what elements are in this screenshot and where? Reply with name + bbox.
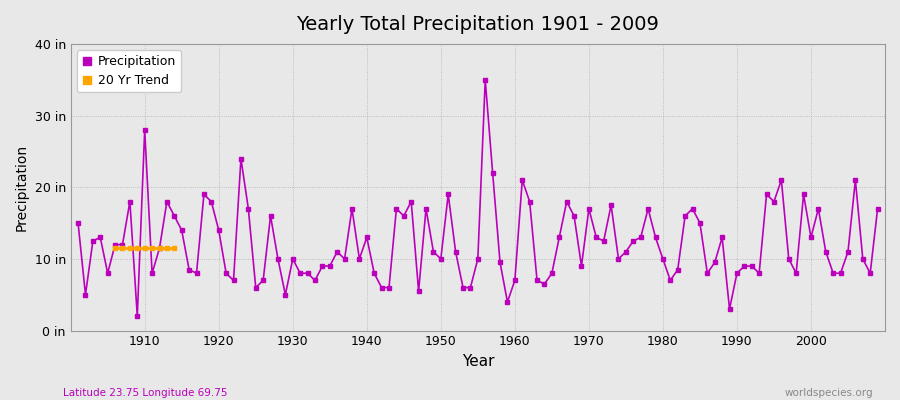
Text: worldspecies.org: worldspecies.org bbox=[785, 388, 873, 398]
Y-axis label: Precipitation: Precipitation bbox=[15, 144, 29, 231]
Title: Yearly Total Precipitation 1901 - 2009: Yearly Total Precipitation 1901 - 2009 bbox=[296, 15, 660, 34]
Text: Latitude 23.75 Longitude 69.75: Latitude 23.75 Longitude 69.75 bbox=[63, 388, 228, 398]
X-axis label: Year: Year bbox=[462, 354, 494, 369]
Legend: Precipitation, 20 Yr Trend: Precipitation, 20 Yr Trend bbox=[76, 50, 182, 92]
